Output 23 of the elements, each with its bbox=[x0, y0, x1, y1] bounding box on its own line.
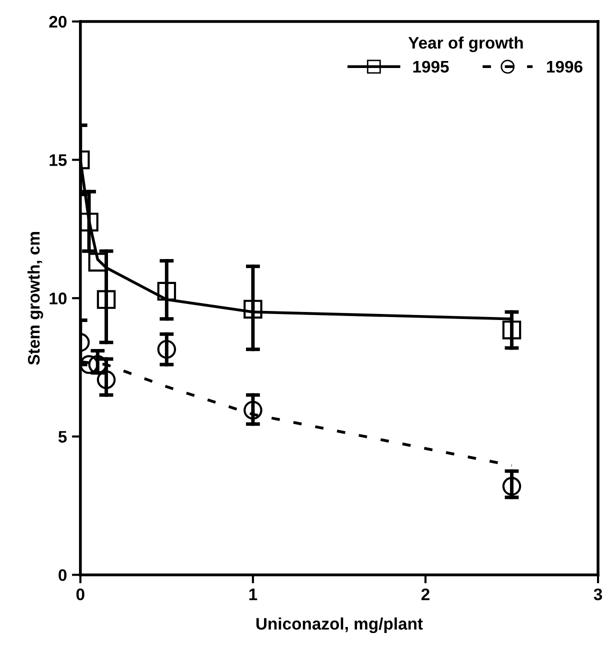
x-tick-label: 3 bbox=[594, 588, 602, 600]
point bbox=[80, 212, 98, 232]
y-tick-label: 20 bbox=[49, 16, 67, 28]
y-axis-title: Stem growth, cm bbox=[27, 232, 44, 365]
point bbox=[244, 400, 262, 420]
point bbox=[96, 290, 116, 309]
x-axis-title: Uniconazol, mg/plant bbox=[256, 617, 423, 634]
y-tick-label: 15 bbox=[50, 154, 67, 166]
legend-label: 1996 bbox=[547, 60, 582, 73]
legend-title: Year of growth bbox=[408, 36, 523, 52]
x-tick-label: 2 bbox=[421, 588, 430, 600]
point bbox=[157, 282, 176, 301]
point bbox=[502, 320, 522, 340]
x-tick-label: 0 bbox=[76, 588, 84, 600]
point bbox=[96, 370, 116, 390]
y-tick-label: 0 bbox=[58, 569, 67, 582]
point bbox=[244, 300, 262, 319]
point bbox=[157, 340, 176, 359]
x-tick-label: 1 bbox=[249, 588, 258, 600]
legend-label: 1995 bbox=[413, 60, 449, 73]
point bbox=[502, 476, 522, 496]
y-tick-label: 10 bbox=[50, 292, 67, 304]
y-tick-label: 5 bbox=[58, 431, 67, 443]
